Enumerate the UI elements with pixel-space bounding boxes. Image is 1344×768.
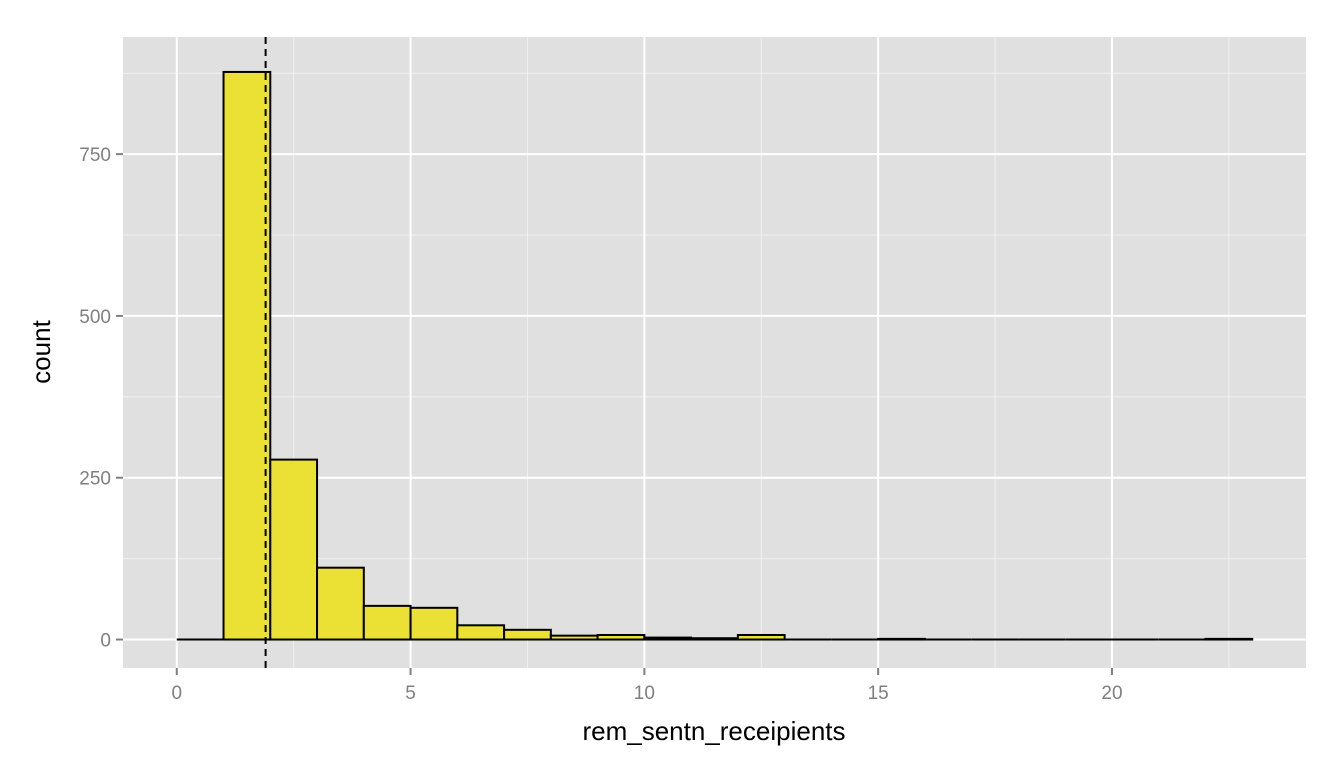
histogram-bar (690, 637, 739, 641)
histogram-bar (549, 634, 599, 641)
minor-gridlines (123, 37, 1306, 668)
histogram-bar (736, 633, 786, 641)
histogram-bar (456, 624, 506, 641)
x-tick-label: 10 (634, 683, 655, 704)
y-axis-title: count (26, 319, 56, 383)
x-axis-title: rem_sentn_receipients (582, 716, 845, 746)
y-tick-label: 0 (100, 631, 111, 652)
x-tick-label: 20 (1101, 683, 1122, 704)
y-tick-label: 750 (79, 145, 111, 166)
histogram-bar (316, 566, 365, 641)
x-tick-label: 0 (171, 683, 182, 704)
histogram-bar (503, 628, 552, 641)
histogram-bar (269, 458, 319, 641)
y-tick-label: 500 (79, 307, 111, 328)
y-axis: 0 250 500 750 (79, 145, 123, 652)
histogram-bar (222, 70, 272, 641)
x-axis: 0 5 10 15 20 (171, 668, 1123, 704)
histogram-bar (362, 604, 412, 641)
histogram-bar (1204, 637, 1254, 641)
histogram-bar (596, 633, 646, 641)
x-tick-label: 5 (405, 683, 416, 704)
histogram-bars (176, 70, 1254, 641)
histogram-bar (877, 637, 926, 641)
histogram-bar (643, 636, 693, 641)
x-tick-label: 15 (868, 683, 889, 704)
plot-panel (123, 37, 1306, 668)
y-tick-label: 250 (79, 469, 111, 490)
histogram-bar (409, 606, 459, 641)
